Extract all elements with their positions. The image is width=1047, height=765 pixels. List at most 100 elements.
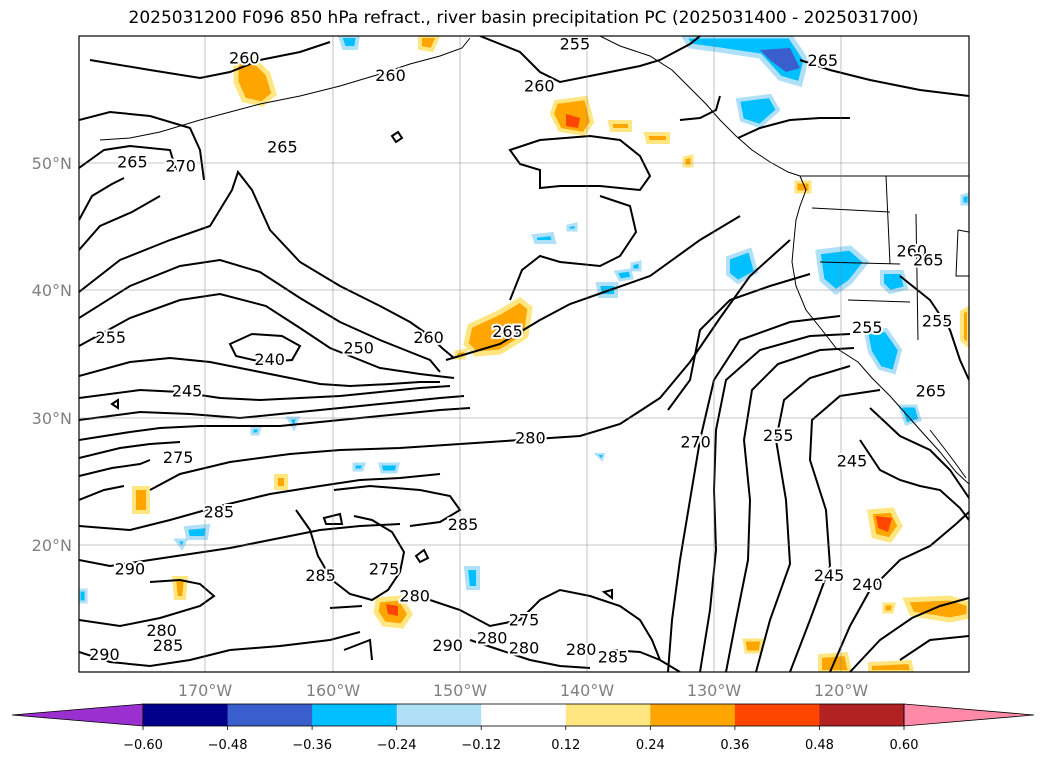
small-closed-contour: [601, 588, 613, 600]
small-closed-contour: [343, 638, 373, 661]
contour-line: [79, 385, 451, 402]
contour-line: [228, 332, 302, 364]
colorbar-cell: [650, 704, 736, 726]
contour-line: [667, 273, 811, 411]
contour-line: [79, 144, 177, 171]
colorbar-extend-max: [903, 703, 1035, 727]
shade-blue-blob: [726, 247, 759, 285]
shade-blue-blob: [531, 231, 557, 244]
bc-coast: [793, 175, 807, 241]
shade-blue-blob: [593, 453, 606, 462]
colorbar-tick-label: 0.24: [636, 738, 665, 753]
shade-orange-blob: [794, 180, 812, 194]
contour-line: [725, 347, 855, 672]
shade-red-blob: [876, 516, 892, 532]
contour-line: [149, 239, 791, 491]
contour-line: [469, 639, 591, 669]
contour-label: 280: [399, 587, 430, 606]
contour-line: [79, 177, 125, 221]
contour-line: [79, 523, 401, 568]
small-closed-contour: [414, 548, 430, 564]
contour-label: 265: [492, 322, 523, 341]
lat-tick-label: 50°N: [32, 154, 72, 173]
shade-blue-blob: [815, 245, 870, 296]
shade-orange-blob: [960, 305, 969, 349]
contour-line: [789, 389, 881, 672]
contour-line: [755, 365, 851, 672]
baja-coast: [929, 429, 967, 479]
lat-tick-label: 30°N: [32, 409, 72, 428]
contour-label: 250: [343, 338, 374, 357]
shade-red-blob: [566, 114, 580, 128]
colorbar-tick-label: −0.24: [377, 738, 417, 753]
contour-label: 290: [89, 645, 120, 664]
contour-line: [79, 459, 151, 477]
colorbar: −0.60 −0.48 −0.36 −0.24 −0.12 0.12 0.24 0.36 0.4…: [11, 703, 1035, 753]
contour-label: 275: [369, 560, 400, 579]
shade-orange-blob: [233, 55, 277, 107]
contour-label: 255: [560, 34, 591, 53]
shade-orange-blob: [274, 474, 288, 490]
contour-line: [829, 511, 969, 672]
contour-line: [899, 635, 969, 661]
contour-label: 255: [763, 426, 794, 445]
contour-line: [79, 169, 455, 359]
shade-orange-blob: [643, 132, 670, 144]
shade-orange-blob: [742, 638, 764, 654]
shade-orange-blob: [132, 486, 150, 514]
contour-label: 245: [814, 566, 845, 585]
colorbar-ticks: −0.60 −0.48 −0.36 −0.24 −0.12 0.12 0.24 0.36 0.4…: [123, 726, 918, 753]
contour-line: [79, 110, 205, 181]
shade-blue-blob: [352, 462, 367, 472]
colorbar-cell: [227, 704, 313, 726]
shade-blue-blob: [463, 566, 480, 590]
small-closed-contour: [390, 130, 404, 144]
contour-line: [445, 215, 741, 361]
contour-line: [869, 407, 969, 499]
contour-line: [429, 588, 661, 661]
contour-label: 260: [229, 48, 260, 67]
contour-label: 265: [913, 251, 944, 270]
shade-blue-blob: [735, 93, 781, 129]
contour-line: [79, 473, 441, 532]
lat-tick-label: 40°N: [32, 281, 72, 300]
lon-tick-label: 150°W: [433, 681, 488, 700]
contour-label: 240: [852, 575, 883, 594]
shade-orange-blob: [882, 602, 896, 614]
contour-line: [79, 395, 465, 421]
contour-line: [79, 578, 216, 628]
alaska-coast: [99, 37, 471, 141]
contour-label: 240: [254, 350, 285, 369]
contour-label: 275: [509, 611, 540, 630]
gridlines: [79, 36, 969, 672]
lon-tick-label: 140°W: [560, 681, 615, 700]
shade-blue-blob: [630, 260, 642, 272]
contour-line: [737, 117, 850, 139]
shade-blue-blob: [79, 588, 88, 604]
contour-label: 280: [477, 628, 508, 647]
lat-axis-labels: 20°N 30°N 40°N 50°N: [32, 154, 72, 555]
contour-label: 260: [413, 328, 444, 347]
contour-line: [89, 41, 331, 80]
shade-blue-blob: [250, 426, 263, 436]
contour-line: [79, 258, 441, 373]
small-features: [110, 130, 613, 661]
contour-label: 270: [165, 157, 196, 176]
shade-blue-blob: [378, 462, 400, 474]
contour-line: [79, 292, 455, 379]
shade-orange-blob: [607, 120, 632, 132]
contour-label: 265: [267, 137, 298, 156]
colorbar-tick-label: −0.60: [123, 738, 163, 753]
colorbar-cell: [481, 704, 567, 726]
shade-blue-blob: [566, 222, 578, 232]
shade-orange-blob: [682, 154, 694, 168]
small-closed-contour: [322, 512, 344, 525]
colorbar-cell: [312, 704, 398, 726]
contour-line: [667, 315, 841, 672]
lon-tick-label: 160°W: [306, 681, 361, 700]
contour-label: 280: [566, 640, 597, 659]
shade-orange-blob: [171, 576, 189, 600]
